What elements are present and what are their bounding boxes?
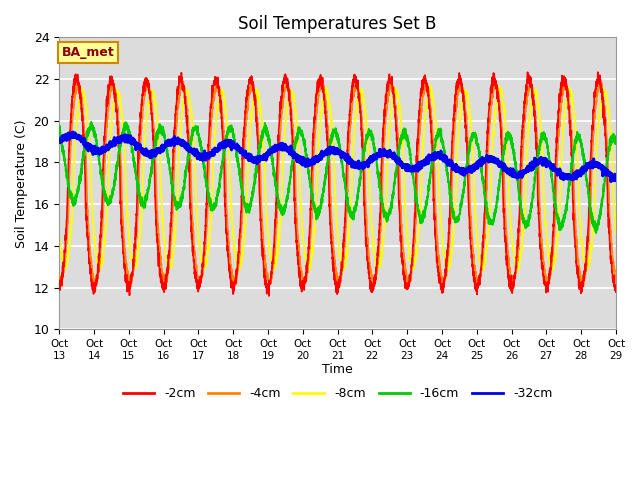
Legend: -2cm, -4cm, -8cm, -16cm, -32cm: -2cm, -4cm, -8cm, -16cm, -32cm: [118, 382, 557, 405]
Text: BA_met: BA_met: [62, 46, 115, 59]
Title: Soil Temperatures Set B: Soil Temperatures Set B: [238, 15, 436, 33]
Y-axis label: Soil Temperature (C): Soil Temperature (C): [15, 119, 28, 248]
X-axis label: Time: Time: [322, 363, 353, 376]
